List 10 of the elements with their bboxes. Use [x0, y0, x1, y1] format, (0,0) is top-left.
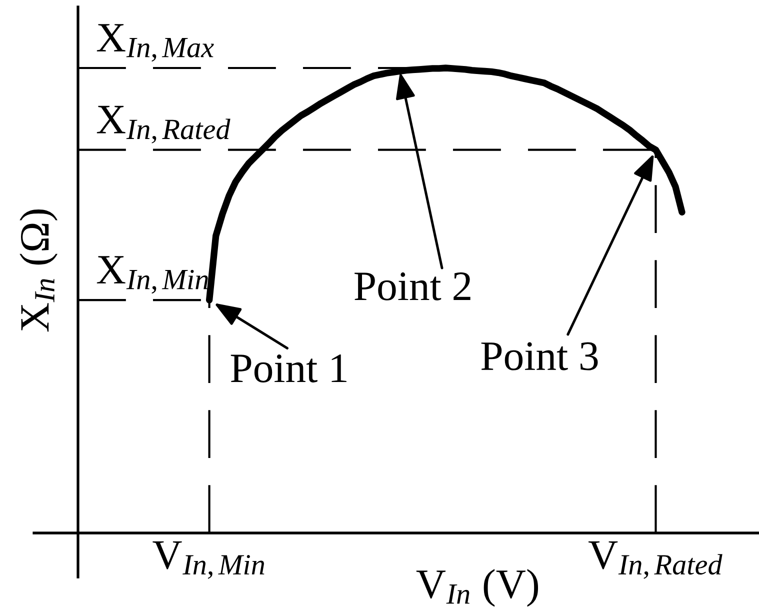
- x-tick-label: V$_{In,Min}$: [152, 541, 264, 579]
- ref-line-label: X$_{In,Min}$: [96, 256, 208, 294]
- y-axis-title: X$_{In}$ (Ω): [20, 210, 58, 332]
- annotation: Point 3: [481, 342, 598, 370]
- annotation: Point 1: [230, 354, 346, 382]
- x-tick-label: V$_{In,Rated}$: [588, 541, 722, 579]
- ref-line-label: X$_{In,Rated}$: [96, 106, 230, 144]
- x-axis-title: V$_{In}$ (V): [416, 569, 538, 607]
- annotation: Point 2: [354, 272, 470, 300]
- ref-line-label: X$_{In,Max}$: [96, 24, 214, 62]
